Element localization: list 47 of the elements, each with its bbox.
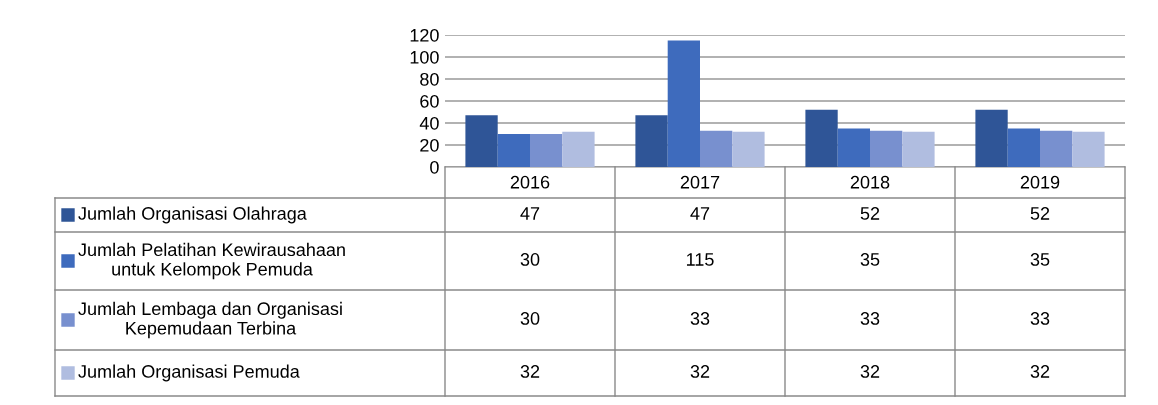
bar	[1072, 131, 1105, 167]
data-label: 30	[520, 253, 540, 266]
data-label: 33	[860, 312, 880, 325]
data-label: 52	[1030, 207, 1050, 220]
data-label: 33	[690, 312, 710, 325]
bar	[732, 131, 765, 167]
bar	[902, 131, 935, 167]
bar	[635, 115, 668, 167]
bar	[1040, 130, 1073, 167]
bar	[975, 109, 1008, 167]
data-label: 30	[520, 312, 540, 325]
legend-label: Jumlah Lembaga dan Organisasi Kepemudaan Terbina	[78, 301, 342, 339]
x-tick-label: 2017	[680, 175, 720, 189]
data-label: 115	[686, 253, 714, 266]
data-label: 52	[860, 207, 880, 220]
y-tick-label: 80	[420, 72, 439, 86]
y-tick-label: 20	[420, 138, 439, 152]
data-label: 32	[1030, 365, 1050, 378]
y-tick-label: 100	[410, 50, 439, 64]
bar	[870, 130, 903, 167]
y-tick-label: 120	[410, 28, 439, 42]
legend-label: Jumlah Organisasi Olahraga	[78, 206, 307, 224]
data-label: 35	[860, 253, 880, 266]
bar	[1007, 128, 1040, 167]
legend-label: Jumlah Pelatihan Kewirausahaan untuk Kelompok Pemuda	[78, 242, 345, 280]
bar	[837, 128, 870, 167]
data-label: 47	[690, 207, 710, 220]
bar	[667, 40, 700, 167]
y-tick-label: 0	[430, 160, 439, 174]
data-label: 32	[860, 365, 880, 378]
data-label: 35	[1030, 253, 1050, 266]
bar	[497, 134, 530, 167]
bar	[562, 131, 595, 167]
x-tick-label: 2018	[850, 175, 890, 189]
bar	[530, 134, 563, 167]
bar	[805, 109, 838, 167]
bar	[700, 130, 733, 167]
x-tick-label: 2019	[1020, 175, 1060, 189]
y-tick-label: 40	[419, 116, 439, 130]
bar	[465, 115, 498, 167]
data-label: 47	[520, 207, 540, 220]
x-tick-label: 2016	[510, 175, 550, 189]
data-label: 32	[520, 365, 540, 378]
y-tick-label: 60	[420, 94, 439, 108]
data-label: 33	[1030, 312, 1050, 325]
data-label: 32	[690, 365, 710, 378]
legend-label: Jumlah Organisasi Pemuda	[78, 364, 300, 382]
